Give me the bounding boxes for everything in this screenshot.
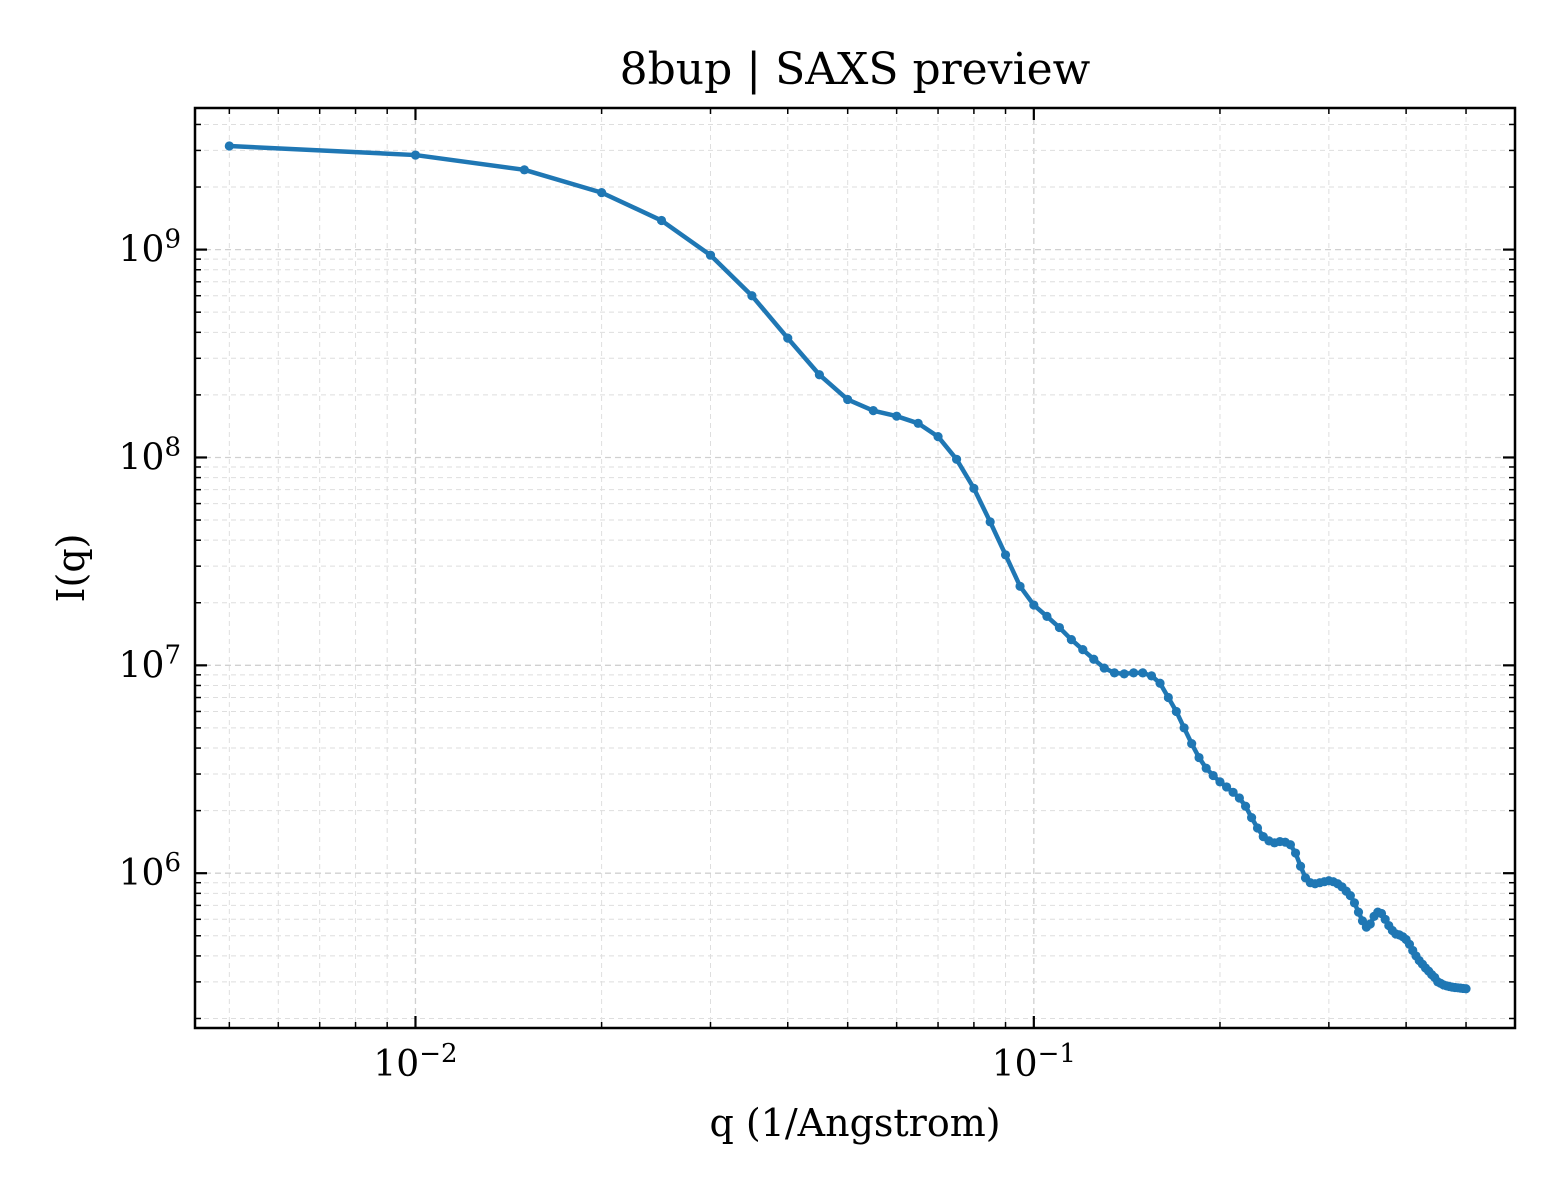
data-point: [1179, 723, 1189, 733]
data-point: [1129, 668, 1139, 678]
data-point: [1029, 600, 1039, 610]
data-point: [933, 432, 943, 442]
data-point: [1290, 848, 1301, 858]
data-point: [1201, 763, 1211, 773]
data-point: [868, 406, 878, 416]
data-point: [1295, 861, 1306, 871]
data-point: [814, 370, 824, 380]
data-point: [985, 517, 995, 527]
data-point: [1187, 739, 1197, 749]
data-point: [1365, 919, 1375, 929]
data-point: [224, 141, 234, 151]
data-point: [705, 250, 716, 260]
data-point: [1240, 801, 1251, 811]
data-point: [1000, 550, 1011, 560]
data-point: [1099, 663, 1109, 673]
data-point: [1252, 823, 1263, 833]
data-point: [783, 333, 793, 343]
data-point: [1208, 770, 1218, 781]
y-tick-label: 108: [119, 432, 181, 478]
y-tick-label: 109: [119, 225, 181, 271]
data-point: [913, 418, 923, 428]
data-point: [1345, 891, 1355, 901]
y-axis-label: I(q): [49, 534, 93, 603]
data-point: [747, 291, 757, 301]
data-point: [410, 150, 421, 160]
data-point: [1119, 669, 1129, 679]
data-point: [1078, 645, 1088, 655]
chart-title: 8bup | SAXS preview: [620, 44, 1091, 95]
data-point: [1215, 777, 1225, 787]
data-point: [1234, 793, 1244, 803]
data-point: [1155, 678, 1165, 688]
x-axis-label: q (1/Angstrom): [709, 1101, 1000, 1145]
data-point: [1171, 706, 1181, 717]
data-point: [1228, 787, 1238, 797]
grid: [195, 108, 1515, 1028]
series-markers: [224, 141, 1471, 994]
data-point: [1163, 692, 1173, 703]
data-point: [1222, 782, 1232, 792]
data-point: [1146, 671, 1157, 681]
data-point: [1194, 752, 1204, 763]
data-point: [1089, 654, 1099, 664]
data-point: [1353, 907, 1364, 917]
data-point: [892, 411, 902, 421]
data-point: [1109, 668, 1120, 678]
data-point: [1042, 611, 1052, 621]
data-point: [1054, 622, 1065, 633]
data-point: [1066, 634, 1076, 645]
data-point: [951, 454, 962, 464]
data-point: [843, 394, 853, 405]
data-point: [1015, 581, 1025, 591]
data-point: [1349, 898, 1360, 908]
data-point: [597, 188, 607, 198]
data-point: [1247, 813, 1257, 823]
data-point: [969, 483, 979, 493]
data-point: [1138, 668, 1148, 678]
data-point: [519, 165, 529, 175]
data-point: [1461, 984, 1471, 994]
data-point: [656, 215, 667, 226]
plot-frame: [193, 106, 1517, 1030]
data-point: [1285, 840, 1296, 850]
